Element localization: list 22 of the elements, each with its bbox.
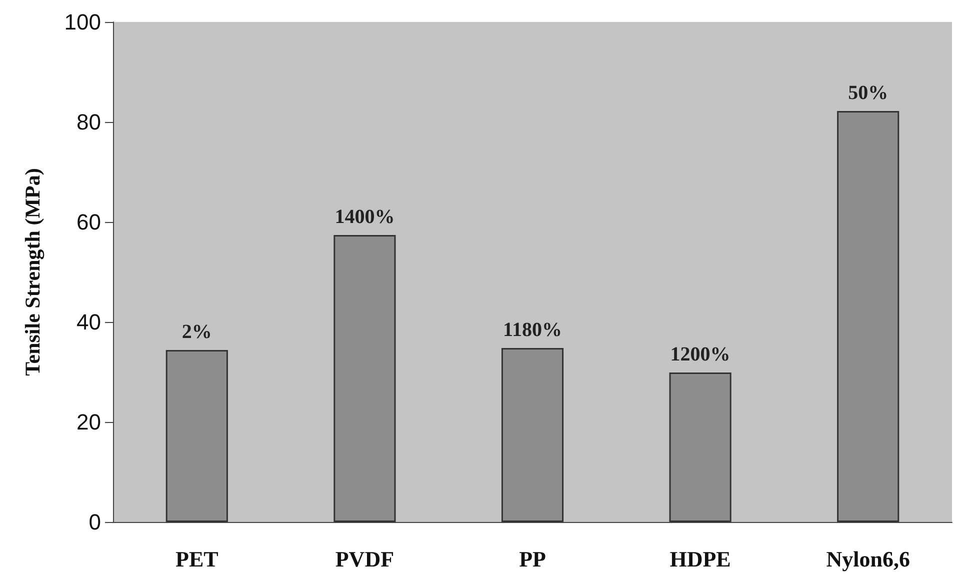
y-axis-title: Tensile Strength (MPa) bbox=[20, 168, 44, 376]
y-tick-label: 40 bbox=[76, 310, 101, 334]
y-tick-label: 80 bbox=[76, 110, 101, 134]
bar bbox=[334, 235, 396, 522]
bar bbox=[501, 348, 564, 522]
x-tick-label: PVDF bbox=[335, 546, 394, 572]
bar bbox=[837, 111, 900, 522]
bar bbox=[669, 372, 732, 522]
bar bbox=[166, 350, 228, 522]
y-tick-label: 0 bbox=[88, 510, 101, 534]
x-tick-label: Nylon6,6 bbox=[826, 546, 910, 572]
annotation: 1200% bbox=[670, 344, 730, 366]
x-tick-label: HDPE bbox=[670, 546, 731, 572]
x-tick-label: PP bbox=[519, 546, 546, 572]
y-tick-label: 60 bbox=[76, 210, 101, 234]
y-tick-label: 100 bbox=[64, 10, 101, 34]
y-tick-label: 20 bbox=[76, 410, 101, 434]
annotation: 2% bbox=[182, 321, 212, 343]
annotation: 50% bbox=[848, 82, 888, 104]
x-tick-label: PET bbox=[176, 546, 219, 572]
annotation: 1180% bbox=[503, 319, 562, 341]
annotation: 1400% bbox=[334, 206, 395, 228]
